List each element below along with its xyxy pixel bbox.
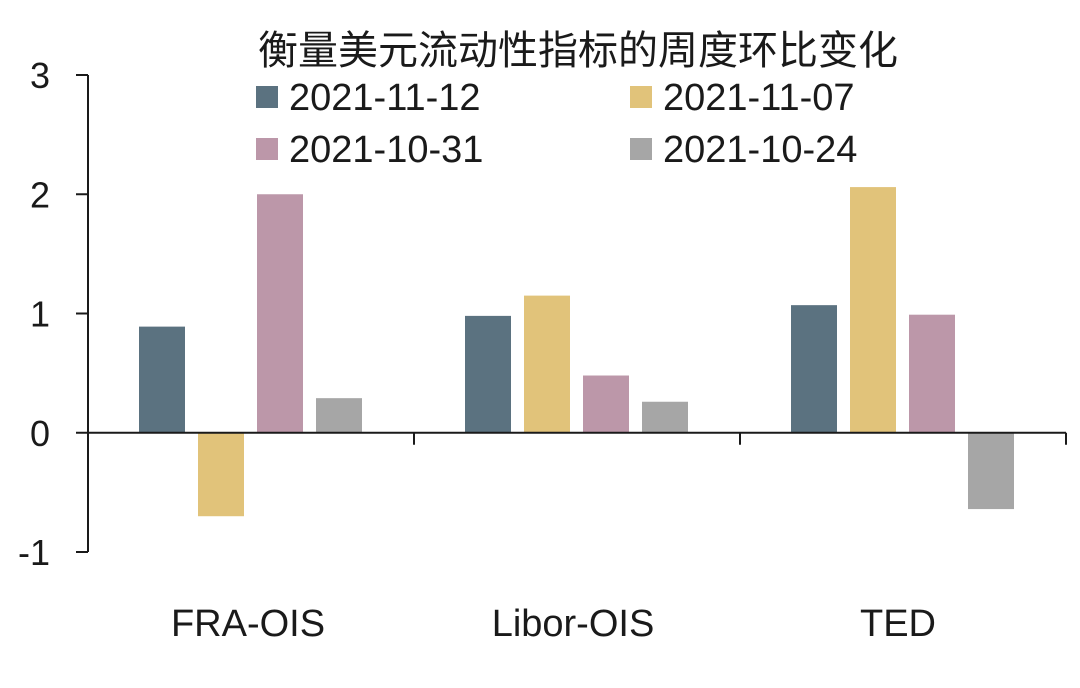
bar <box>791 305 837 433</box>
bar <box>139 326 185 433</box>
legend-swatch <box>256 86 278 108</box>
bar <box>524 295 570 433</box>
axes <box>76 74 1067 553</box>
legend-label: 2021-10-24 <box>663 129 857 171</box>
y-tick-label: 3 <box>30 55 50 96</box>
legend-swatch <box>256 138 278 160</box>
legend-item: 2021-10-31 <box>256 129 483 171</box>
bar <box>850 187 896 433</box>
legend-item: 2021-11-07 <box>630 77 855 119</box>
y-axis-ticks: -1 0 1 2 3 <box>18 55 50 573</box>
x-category-label: TED <box>860 603 936 645</box>
legend-item: 2021-11-12 <box>256 77 481 119</box>
bar <box>968 432 1014 510</box>
bar <box>257 194 303 433</box>
y-tick-label: 2 <box>30 174 50 215</box>
x-axis-labels: FRA-OIS Libor-OIS TED <box>171 603 936 645</box>
legend-swatch <box>630 86 652 108</box>
bar <box>465 315 511 433</box>
bar <box>198 432 244 517</box>
x-category-label: FRA-OIS <box>171 603 325 645</box>
legend-label: 2021-11-12 <box>289 77 481 119</box>
chart-title: 衡量美元流动性指标的周度环比变化 <box>258 28 898 74</box>
y-tick-label: 1 <box>30 294 50 335</box>
x-category-label: Libor-OIS <box>492 603 655 645</box>
legend-label: 2021-11-07 <box>663 77 855 119</box>
bar <box>583 375 629 433</box>
bar <box>909 314 955 433</box>
bar <box>642 401 688 433</box>
legend: 2021-11-12 2021-11-07 2021-10-31 2021-10… <box>256 77 857 171</box>
y-tick-label: 0 <box>30 413 50 454</box>
bar <box>316 398 362 433</box>
bars <box>139 187 1014 517</box>
legend-label: 2021-10-31 <box>289 129 483 171</box>
legend-item: 2021-10-24 <box>630 129 857 171</box>
y-tick-label: -1 <box>18 532 50 573</box>
legend-swatch <box>630 138 652 160</box>
